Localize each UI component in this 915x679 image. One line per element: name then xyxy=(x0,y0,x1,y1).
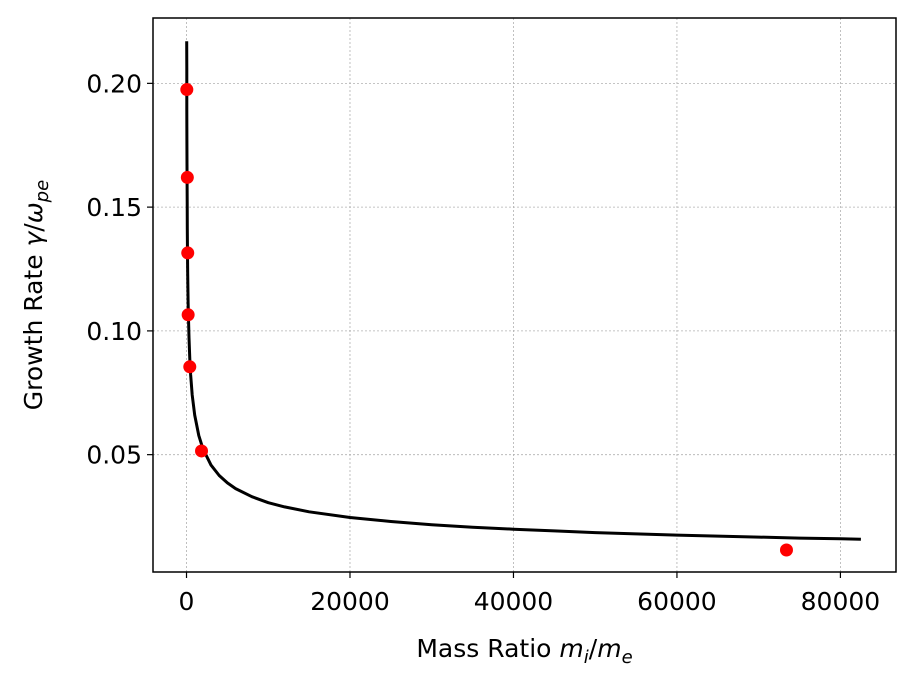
data-point xyxy=(181,246,195,260)
ticks: 0 20000 40000 60000 80000 0.05 0.10 0.15 0.20 xyxy=(86,69,880,616)
data-point xyxy=(180,170,194,184)
y-axis-label: Growth Rate γ/ωpe xyxy=(19,180,53,410)
data-point xyxy=(779,543,793,557)
x-tick-label: 0 xyxy=(179,587,195,616)
data-point xyxy=(183,360,197,374)
x-axis-label: Mass Ratio mi/me xyxy=(416,634,632,668)
x-tick-label: 40000 xyxy=(474,587,554,616)
y-tick-label: 0.15 xyxy=(86,193,142,222)
grid-lines xyxy=(153,18,896,572)
x-tick-label: 60000 xyxy=(637,587,717,616)
y-axis-label-text: Growth Rate xyxy=(19,246,48,410)
x-tick-label: 80000 xyxy=(801,587,881,616)
y-tick-label: 0.10 xyxy=(86,317,142,346)
x-tick-label: 20000 xyxy=(310,587,390,616)
y-tick-label: 0.05 xyxy=(86,441,142,470)
y-tick-label: 0.20 xyxy=(86,69,142,98)
growth-rate-line xyxy=(185,41,861,541)
plot-area xyxy=(180,41,861,557)
data-point xyxy=(195,444,209,458)
x-axis-label-text: Mass Ratio xyxy=(416,634,559,663)
axes-frame xyxy=(152,17,897,573)
data-point xyxy=(180,83,194,97)
data-point xyxy=(181,308,195,322)
